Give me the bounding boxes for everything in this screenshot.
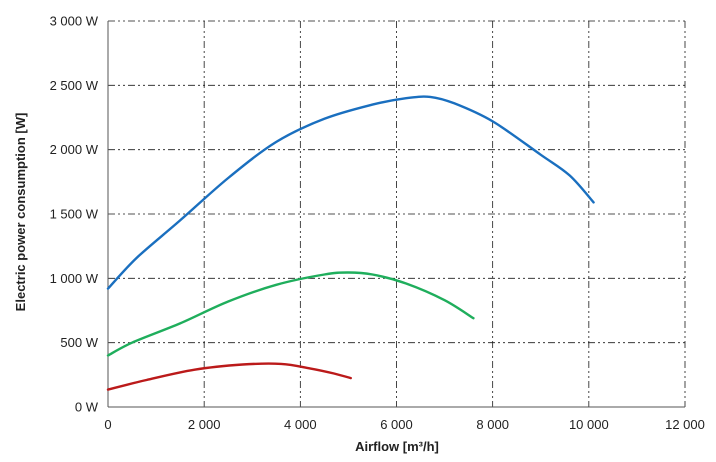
y-axis-title: Electric power consumption [W] — [13, 113, 28, 312]
x-tick-label: 4 000 — [284, 417, 317, 432]
y-tick-label: 0 W — [75, 400, 99, 415]
series-layer — [106, 95, 595, 391]
x-axis-tick-labels: 0 2 000 4 000 6 000 8 000 10 000 12 000 — [104, 417, 705, 432]
y-tick-label: 2 000 W — [50, 142, 99, 157]
grid-layer — [107, 20, 686, 408]
x-tick-label: 6 000 — [380, 417, 413, 432]
series-line-3 — [106, 362, 352, 391]
y-tick-label: 1 000 W — [50, 271, 99, 286]
x-tick-label: 10 000 — [569, 417, 609, 432]
x-tick-label: 12 000 — [665, 417, 705, 432]
y-tick-label: 2 500 W — [50, 78, 99, 93]
y-tick-label: 1 500 W — [50, 207, 99, 222]
x-tick-label: 0 — [104, 417, 111, 432]
y-tick-label: 3 000 W — [50, 14, 99, 29]
series-line-1 — [106, 95, 595, 290]
y-tick-label: 500 W — [60, 335, 98, 350]
x-tick-label: 8 000 — [476, 417, 509, 432]
y-axis-tick-labels: 0 W 500 W 1 000 W 1 500 W 2 000 W 2 500 W 3 00… — [50, 14, 99, 415]
x-axis-title: Airflow [m³/h] — [355, 439, 439, 454]
series-line-2 — [106, 271, 475, 357]
x-tick-label: 2 000 — [188, 417, 221, 432]
